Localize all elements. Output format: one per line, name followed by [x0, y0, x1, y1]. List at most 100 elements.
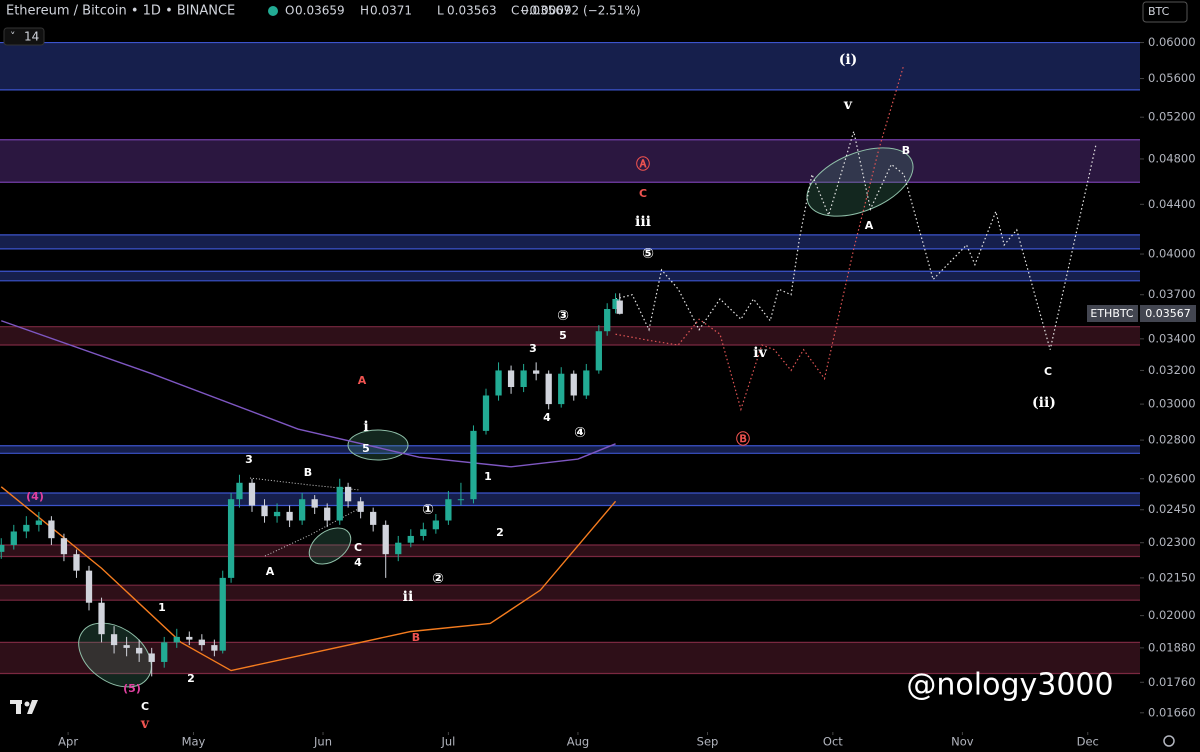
y-tick-label: 0.01880 — [1148, 640, 1196, 654]
wave-label: Ⓐ — [636, 156, 650, 173]
ohlc: O 0.03659 H 0.0371 L 0.03563 C 0.03567−0.00092 … — [285, 4, 641, 18]
y-tick-label: 0.02600 — [1148, 471, 1196, 485]
wave-label: ② — [432, 571, 444, 587]
candle-body — [286, 511, 293, 521]
symbol-tag — [1087, 305, 1138, 322]
wave-label: ii — [403, 589, 414, 605]
zone — [0, 271, 1140, 281]
wave-label: A — [358, 374, 367, 387]
candle-body — [148, 653, 155, 662]
x-tick-label: Aug — [567, 735, 589, 749]
currency-box[interactable] — [1142, 1, 1188, 23]
ohlc-label: O — [285, 4, 294, 18]
zone — [0, 585, 1140, 601]
wave-label: 1 — [484, 470, 492, 483]
candle-body — [445, 499, 452, 521]
y-tick-label: 0.02300 — [1148, 535, 1196, 549]
wave-label: (i) — [839, 52, 858, 68]
candle-body — [482, 395, 490, 431]
wave-label: (5) — [123, 682, 141, 695]
candle-body — [248, 482, 256, 506]
candle-body — [324, 507, 331, 521]
y-tick-label: 0.02000 — [1148, 608, 1196, 622]
ohlc-label: L — [437, 4, 444, 18]
ohlc-value: 0.03567 — [521, 4, 571, 18]
watermark: @nology3000 — [906, 668, 1113, 703]
wave-label: 3 — [245, 453, 253, 466]
ohlc-label: C — [511, 4, 519, 18]
zone — [0, 544, 1140, 557]
wave-label: 2 — [187, 672, 195, 685]
y-tick-label: 0.03700 — [1148, 287, 1196, 301]
candle-body — [407, 535, 414, 543]
x-tick-label: Jul — [440, 735, 455, 749]
wave-label: A — [266, 565, 275, 578]
y-tick-label: 0.05200 — [1148, 110, 1196, 124]
price-axis — [1140, 0, 1200, 752]
candle-body — [533, 370, 540, 374]
y-tick-label: 0.04400 — [1148, 197, 1196, 211]
candle-body — [35, 520, 42, 525]
zones — [0, 41, 1140, 675]
candle-body — [110, 634, 118, 646]
lines — [0, 64, 1097, 672]
candle-body — [136, 647, 143, 654]
candle-body — [616, 300, 623, 314]
candle-body — [382, 524, 389, 555]
ellipse — [347, 429, 409, 461]
settings-icon[interactable] — [1163, 735, 1175, 747]
wave-label: Ⓑ — [736, 431, 750, 448]
ellipse — [78, 622, 152, 688]
x-tick-label: May — [182, 735, 206, 749]
candle-body — [420, 529, 427, 536]
zone — [0, 326, 1140, 345]
candle-body — [10, 531, 17, 545]
wave-label: 3 — [529, 342, 537, 355]
candle-body — [545, 373, 552, 405]
y-tick-label: 0.02150 — [1148, 570, 1196, 584]
wave-label: C — [354, 541, 362, 554]
indicator-box — [3, 27, 45, 46]
candle-body — [583, 370, 590, 396]
currency: BTC — [1148, 5, 1170, 18]
wave-label: v — [140, 716, 150, 732]
last-price: 0.03567 — [1145, 307, 1191, 320]
y-tick-label: 0.03000 — [1148, 397, 1196, 411]
candle-body — [23, 524, 30, 532]
candle-body — [85, 570, 93, 603]
wave-label: B — [412, 631, 420, 644]
wave-label: 5 — [362, 442, 370, 455]
candle-body — [344, 486, 352, 502]
zone — [0, 139, 1140, 183]
y-tick-label: 0.05600 — [1148, 71, 1196, 85]
zone — [0, 234, 1140, 249]
y-tick-label: 0.01760 — [1148, 675, 1196, 689]
wave-label: B — [902, 144, 910, 157]
wave-label: C — [141, 700, 149, 713]
candle-body — [211, 645, 218, 651]
candle-body — [370, 511, 377, 525]
candle-body — [173, 636, 180, 643]
candle-body — [357, 501, 364, 512]
zone — [0, 445, 1140, 454]
x-tick-label: Nov — [951, 735, 974, 749]
status-dot — [268, 6, 278, 16]
candle-body — [60, 538, 68, 555]
candle-body — [604, 309, 611, 332]
candle-body — [123, 645, 130, 648]
candle-body — [432, 520, 439, 530]
wave-label: 2 — [496, 526, 504, 539]
candle-body — [219, 577, 226, 651]
line — [1, 320, 616, 468]
x-tick-label: Sep — [697, 735, 719, 749]
wave-label: ④ — [574, 425, 586, 441]
y-tick-label: 0.01660 — [1148, 705, 1196, 719]
y-tick-label: 0.03400 — [1148, 331, 1196, 345]
indicator-caret: ˅ — [10, 30, 16, 43]
zone — [0, 42, 1140, 90]
indicator-value: 14 — [24, 30, 39, 44]
y-tick-label: 0.06000 — [1148, 35, 1196, 49]
wave-label: (ii) — [1032, 395, 1056, 411]
y-tick-label: 0.02450 — [1148, 502, 1196, 516]
